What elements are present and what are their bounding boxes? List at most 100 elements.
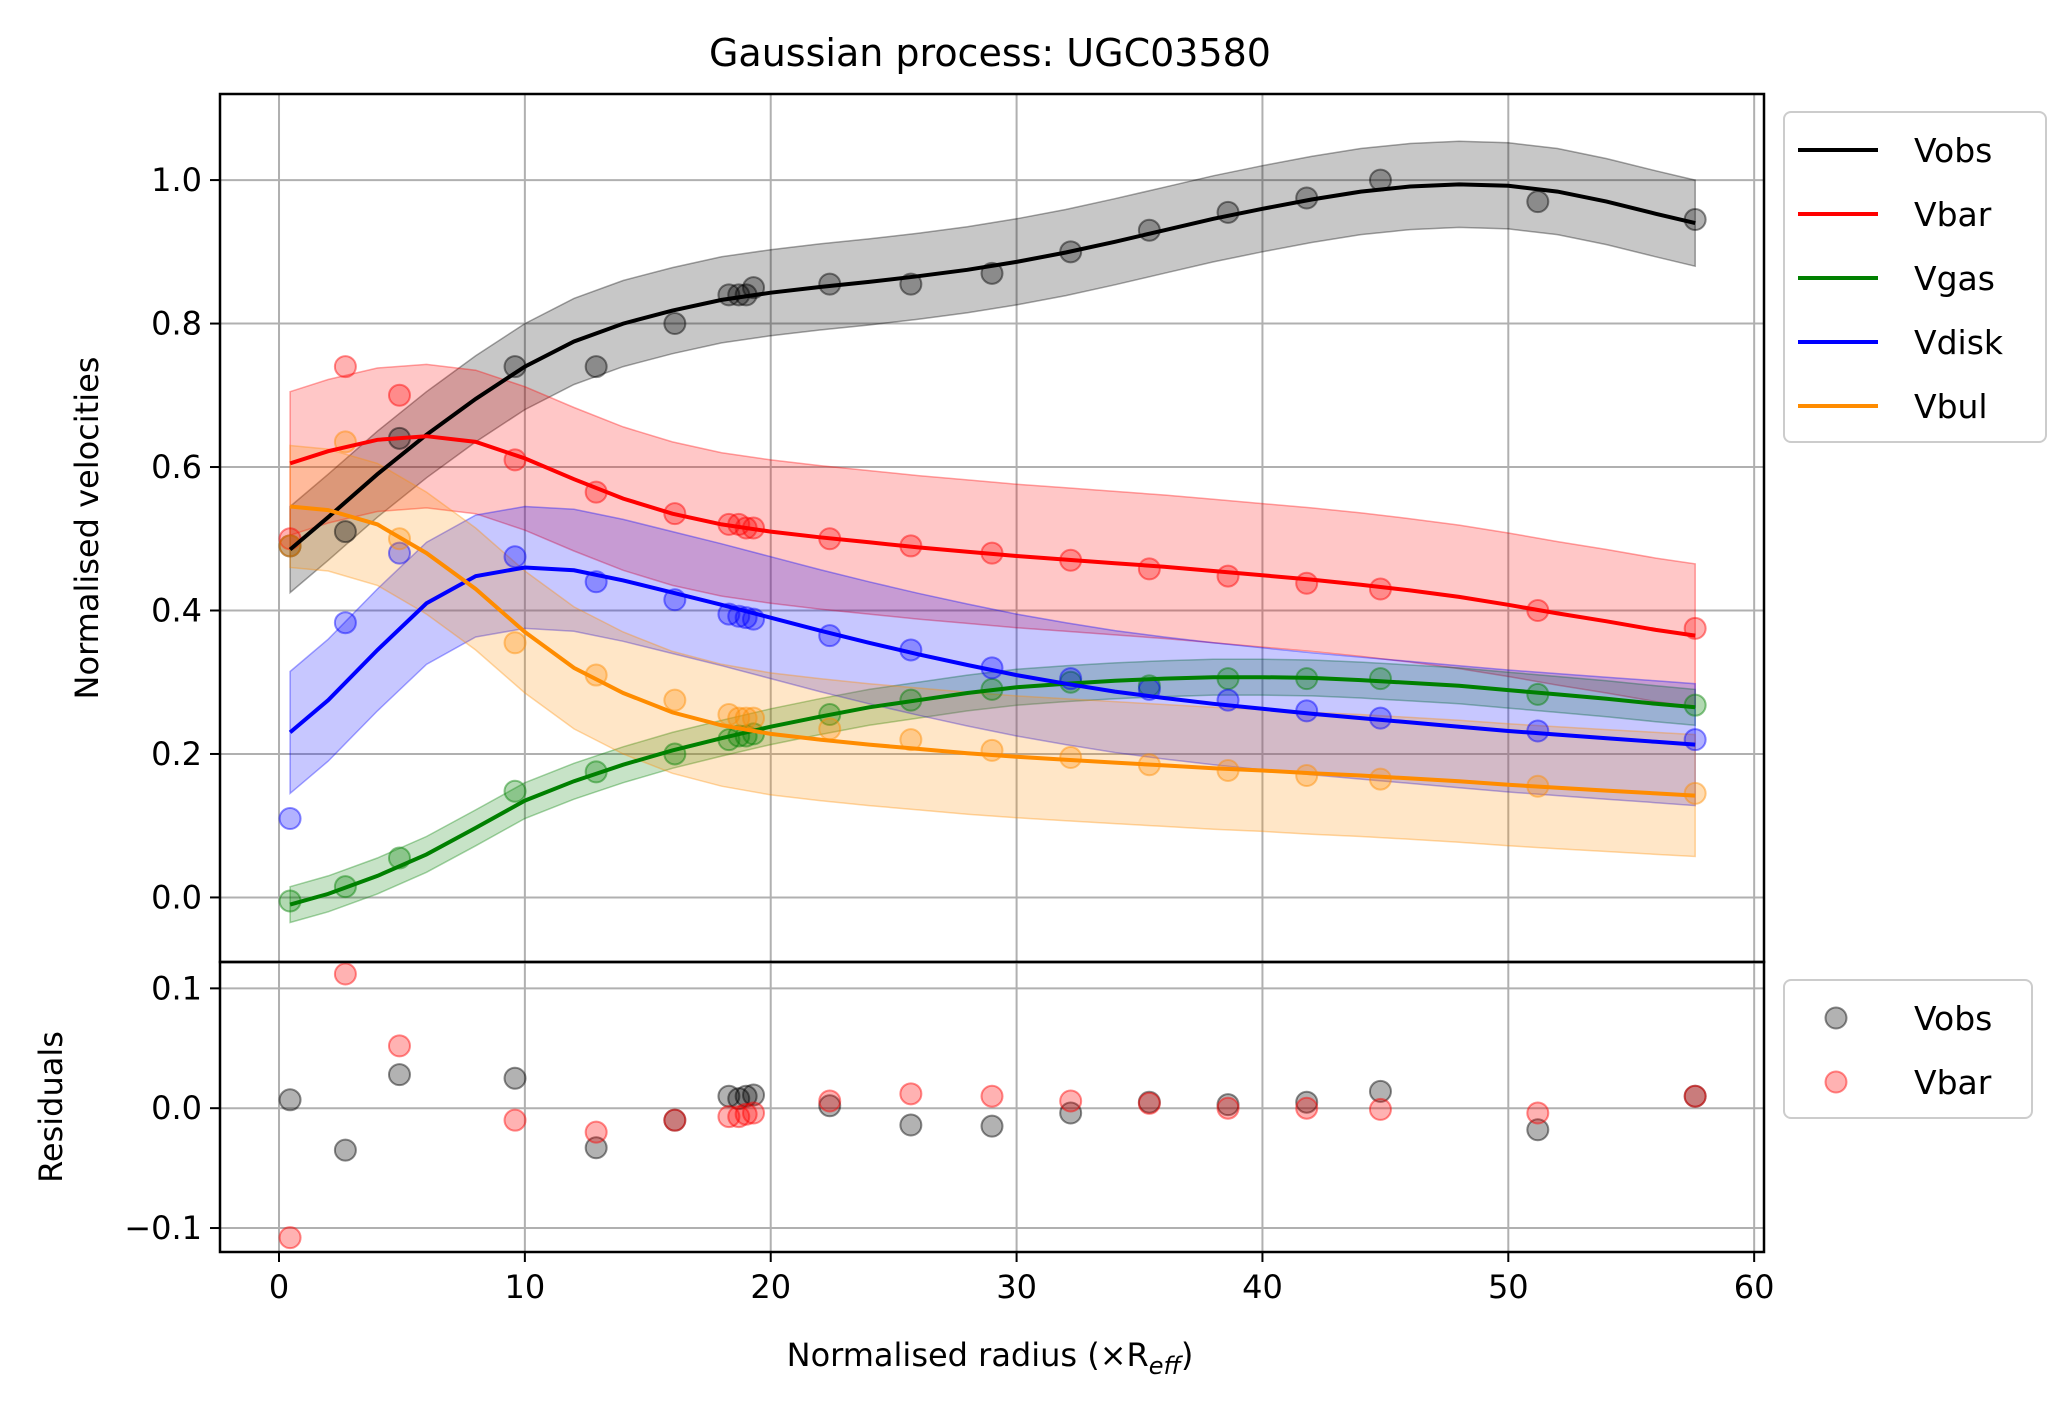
main-plot-area <box>278 140 1707 924</box>
residual-vbar-19 <box>1683 1084 1707 1108</box>
residual-vobs-6 <box>717 1084 741 1108</box>
residual-vbar-3 <box>503 1108 527 1132</box>
residual-vobs-19 <box>1683 1084 1707 1108</box>
x-axis-title-subscript: eff <box>1149 1352 1184 1380</box>
band-vgas <box>289 658 1696 924</box>
residual-vobs-17 <box>1368 1079 1392 1103</box>
legend-label-vobs: Vobs <box>1914 131 1992 170</box>
resid-ytick-label-2: 0.1 <box>151 969 202 1007</box>
main-ytick-label-5: 1.0 <box>151 161 202 199</box>
resid-ytick-label-1: 0.0 <box>151 1089 202 1127</box>
x-axis-title-close: ) <box>1181 1336 1193 1374</box>
residual-vbar-14 <box>1137 1091 1161 1115</box>
x-axis-title-text: Normalised radius (×R <box>787 1336 1149 1374</box>
point-vdisk-0 <box>278 807 302 831</box>
residuals-frame <box>218 960 1766 1254</box>
line-vgas <box>289 675 1696 907</box>
point-vobs-0 <box>278 534 302 558</box>
point-vobs-1 <box>333 520 357 544</box>
residuals-legend-marker-vobs <box>1824 1006 1848 1030</box>
residual-vbar-10 <box>818 1089 842 1113</box>
line-vbar <box>289 434 1696 638</box>
residual-vbar-18 <box>1526 1101 1550 1125</box>
residual-vbar-7 <box>727 1105 751 1129</box>
main-ytick-label-0: 0.0 <box>151 878 202 916</box>
point-vdisk-19 <box>1683 728 1707 752</box>
residual-vobs-7 <box>727 1087 751 1111</box>
residual-vobs-16 <box>1295 1090 1319 1114</box>
x-tick-label-3: 30 <box>996 1268 1037 1306</box>
legend-label-vbar: Vbar <box>1914 195 1992 234</box>
residual-vbar-5 <box>663 1108 687 1132</box>
residual-vbar-2 <box>387 1034 411 1058</box>
residual-vbar-16 <box>1295 1096 1319 1120</box>
residual-vbar-11 <box>899 1082 923 1106</box>
main-ytick-label-2: 0.4 <box>151 591 202 629</box>
main-panel: 0.0 0.2 0.4 0.6 0.8 1.0 Normalised velocities <box>68 92 1766 964</box>
residuals-legend-marker-vbar <box>1824 1070 1848 1094</box>
main-ytick-label-1: 0.2 <box>151 735 202 773</box>
legend-label-vgas: Vgas <box>1914 259 1995 298</box>
x-tick-label-4: 40 <box>1242 1268 1283 1306</box>
x-tick-label-2: 20 <box>750 1268 791 1306</box>
residual-vbar-17 <box>1368 1097 1392 1121</box>
residual-vobs-12 <box>980 1114 1004 1138</box>
point-vgas-17 <box>1368 667 1392 691</box>
line-vobs <box>288 182 1696 552</box>
point-vobs-18 <box>1526 190 1550 214</box>
point-vbul-16 <box>1295 763 1319 787</box>
point-vbul-5 <box>663 688 687 712</box>
residual-vbar-12 <box>980 1084 1004 1108</box>
residual-vobs-11 <box>899 1113 923 1137</box>
residual-vobs-10 <box>818 1094 842 1118</box>
point-vbar-14 <box>1137 557 1161 581</box>
residual-vbar-13 <box>1059 1089 1083 1113</box>
x-tick-label-0: 0 <box>269 1268 289 1306</box>
residual-vobs-3 <box>503 1066 527 1090</box>
residual-vbar-9 <box>742 1101 766 1125</box>
residuals-legend: Vobs Vbar <box>1783 979 2033 1119</box>
point-vbul-0 <box>278 534 302 558</box>
x-tick-label-6: 60 <box>1734 1268 1775 1306</box>
residual-vbar-1 <box>333 962 357 986</box>
band-vobs <box>289 140 1696 595</box>
residual-vobs-13 <box>1059 1101 1083 1125</box>
point-vobs-5 <box>663 312 687 336</box>
point-vbul-10 <box>818 717 842 741</box>
residual-vobs-15 <box>1216 1093 1240 1117</box>
point-vbar-2 <box>387 383 411 407</box>
band-vdisk <box>289 505 1696 807</box>
x-tick-label-1: 10 <box>505 1268 546 1306</box>
residual-vobs-18 <box>1526 1118 1550 1142</box>
residual-vobs-14 <box>1137 1090 1161 1114</box>
residual-vbar-0 <box>278 1226 302 1250</box>
x-tick-label-5: 50 <box>1488 1268 1529 1306</box>
residual-vobs-1 <box>333 1138 357 1162</box>
main-y-axis-title: Normalised velocities <box>68 357 106 700</box>
residual-vobs-8 <box>734 1084 758 1108</box>
point-vbul-3 <box>503 631 527 655</box>
main-legend-box <box>1783 111 2047 443</box>
band-vbul <box>289 444 1696 858</box>
legend-label-vbul: Vbul <box>1914 387 1988 426</box>
residuals-legend-label-vbar: Vbar <box>1914 1063 1992 1102</box>
residual-vobs-2 <box>387 1063 411 1087</box>
residual-vobs-4 <box>584 1136 608 1160</box>
point-vdisk-3 <box>503 545 527 569</box>
main-ytick-label-4: 0.8 <box>151 305 202 343</box>
chart-title: Gaussian process: UGC03580 <box>709 31 1271 75</box>
point-vdisk-2 <box>387 541 411 565</box>
residual-vobs-9 <box>742 1083 766 1107</box>
residuals-legend-label-vobs: Vobs <box>1914 999 1992 1038</box>
point-vdisk-1 <box>333 611 357 635</box>
resid-ytick-label-0: −0.1 <box>124 1209 202 1247</box>
main-legend: Vobs Vbar Vgas Vdisk Vbul <box>1783 111 2047 443</box>
line-vdisk <box>288 565 1696 747</box>
resid-y-axis-title: Residuals <box>32 1031 70 1183</box>
point-vbul-9 <box>742 706 766 730</box>
residual-vbar-6 <box>717 1105 741 1129</box>
main-ytick-label-3: 0.6 <box>151 448 202 486</box>
residuals-panel: −0.1 0.0 0.1 Residuals 0 10 20 30 40 50 60 <box>32 960 1775 1306</box>
